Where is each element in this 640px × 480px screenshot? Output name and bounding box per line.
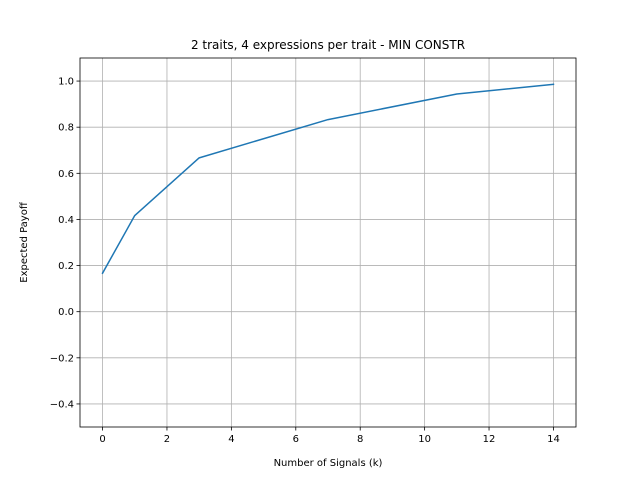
- y-tick-label: −0.4: [50, 399, 74, 410]
- y-tick-label: 1.0: [58, 77, 74, 88]
- x-tick-label: 12: [483, 434, 496, 445]
- x-axis-title: Number of Signals (k): [274, 458, 383, 469]
- series-layer: [101, 83, 555, 275]
- grid-lines: [80, 58, 576, 427]
- y-tick-label: 0.0: [58, 307, 74, 318]
- series-line: [101, 83, 555, 275]
- y-axis-title: Expected Payoff: [19, 201, 30, 283]
- y-tick-label: 0.4: [58, 215, 74, 226]
- x-tick-label: 10: [418, 434, 431, 445]
- y-tick-label: 0.2: [58, 261, 74, 272]
- chart-title: 2 traits, 4 expressions per trait - MIN …: [191, 38, 465, 52]
- x-tick-label: 8: [357, 434, 363, 445]
- y-tick-label: −0.2: [50, 353, 74, 364]
- x-tick-label: 4: [228, 434, 234, 445]
- x-tick-label: 0: [99, 434, 105, 445]
- x-tick-label: 14: [547, 434, 560, 445]
- x-tick-label: 2: [164, 434, 170, 445]
- plot-area-frame: [79, 57, 577, 428]
- axis-ticks: 0 2 4 6 8 10 12 14 −0.4 −0.2 0.0 0.2 0.4 0.6 0.8 1.0: [50, 77, 560, 445]
- y-tick-label: 0.8: [58, 123, 74, 134]
- x-tick-label: 6: [293, 434, 299, 445]
- y-tick-label: 0.6: [58, 169, 74, 180]
